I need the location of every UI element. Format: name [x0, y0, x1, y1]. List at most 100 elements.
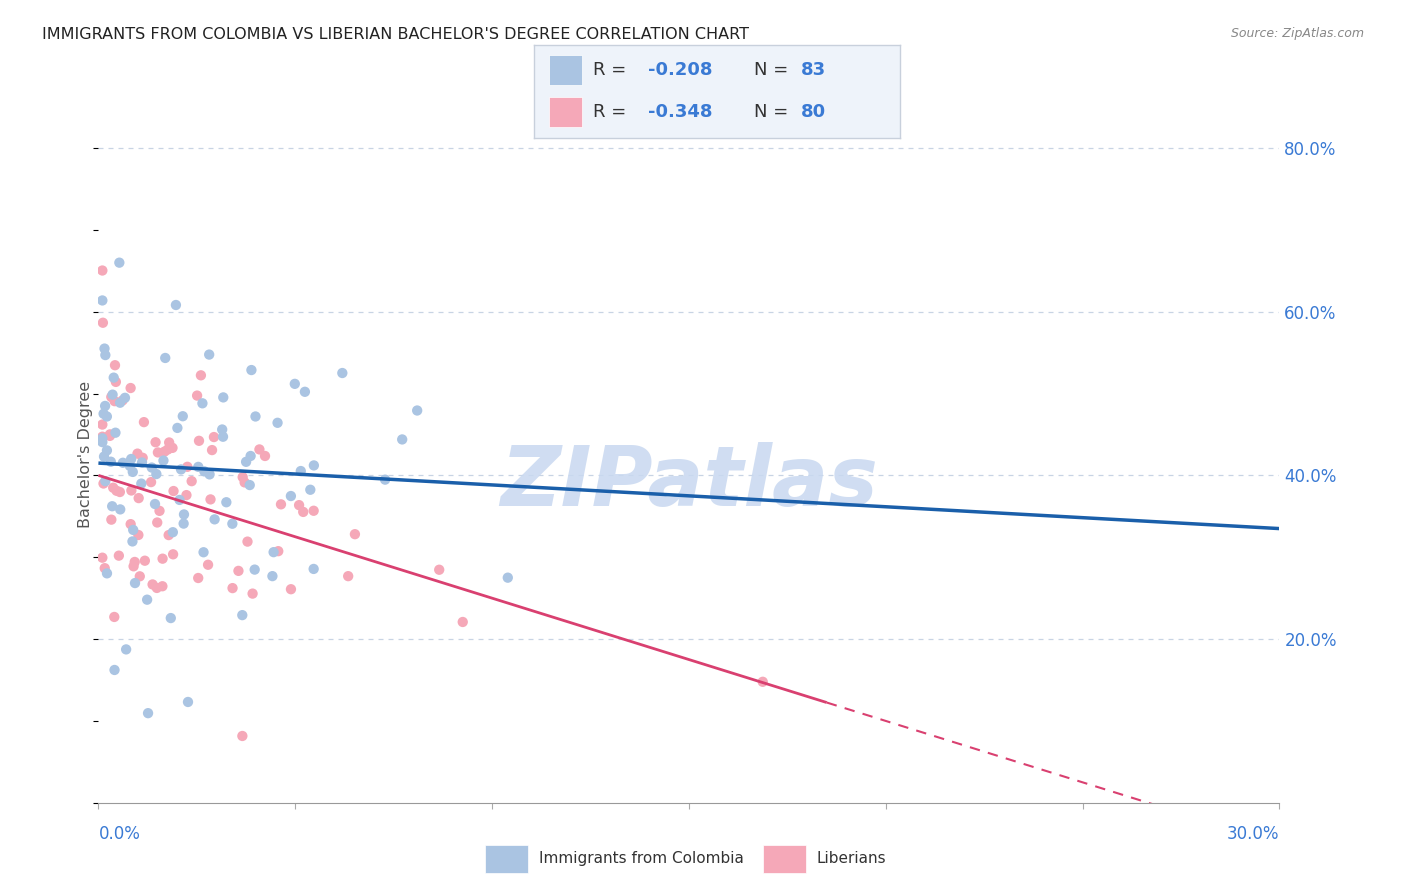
- Point: [136, 592, 159, 607]
- Point: [121, 534, 143, 549]
- Point: [343, 527, 366, 541]
- Point: [162, 525, 184, 540]
- Point: [240, 363, 263, 377]
- Point: [91, 431, 114, 445]
- Point: [176, 488, 198, 502]
- Point: [235, 455, 257, 469]
- Point: [228, 564, 250, 578]
- Point: [231, 729, 253, 743]
- Point: [236, 534, 259, 549]
- Point: [169, 492, 191, 507]
- Bar: [548, 55, 582, 85]
- Point: [103, 481, 125, 495]
- Point: [128, 569, 150, 583]
- Point: [96, 409, 118, 424]
- Text: 0.0%: 0.0%: [98, 825, 141, 843]
- Point: [152, 551, 174, 566]
- Point: [131, 476, 153, 491]
- Point: [96, 443, 118, 458]
- Point: [101, 387, 124, 401]
- Point: [132, 415, 155, 429]
- Point: [145, 467, 167, 481]
- Point: [292, 505, 315, 519]
- Bar: [485, 845, 529, 873]
- Point: [188, 434, 211, 448]
- Point: [91, 550, 114, 565]
- Text: 30.0%: 30.0%: [1227, 825, 1279, 843]
- Point: [141, 460, 163, 475]
- Text: 80: 80: [801, 103, 827, 121]
- Point: [202, 430, 225, 444]
- Point: [111, 456, 134, 470]
- Point: [100, 455, 122, 469]
- Point: [103, 663, 125, 677]
- Point: [173, 516, 195, 531]
- Point: [122, 523, 145, 537]
- Point: [91, 430, 114, 444]
- Point: [120, 483, 142, 498]
- Point: [496, 571, 519, 585]
- Point: [157, 528, 180, 542]
- Point: [108, 485, 131, 500]
- Text: -0.348: -0.348: [648, 103, 711, 121]
- Point: [190, 368, 212, 383]
- Point: [118, 458, 141, 473]
- Point: [288, 498, 311, 512]
- Point: [131, 450, 153, 465]
- Point: [302, 504, 325, 518]
- Point: [100, 390, 122, 404]
- Point: [176, 459, 198, 474]
- Point: [280, 582, 302, 597]
- Point: [131, 455, 153, 469]
- Point: [198, 467, 221, 482]
- Text: IMMIGRANTS FROM COLOMBIA VS LIBERIAN BACHELOR'S DEGREE CORRELATION CHART: IMMIGRANTS FROM COLOMBIA VS LIBERIAN BAC…: [42, 27, 749, 42]
- Point: [193, 464, 215, 478]
- Bar: [763, 845, 806, 873]
- Point: [239, 449, 262, 463]
- Point: [374, 473, 396, 487]
- Point: [120, 452, 142, 467]
- Point: [105, 483, 128, 498]
- Point: [104, 425, 127, 440]
- Point: [98, 427, 121, 442]
- Point: [157, 435, 180, 450]
- Point: [156, 442, 179, 457]
- Point: [148, 504, 170, 518]
- Point: [94, 474, 117, 488]
- Point: [197, 558, 219, 572]
- Point: [155, 351, 177, 365]
- Point: [93, 342, 115, 356]
- Point: [143, 497, 166, 511]
- Text: R =: R =: [593, 103, 631, 121]
- Text: Source: ZipAtlas.com: Source: ZipAtlas.com: [1230, 27, 1364, 40]
- Point: [215, 495, 238, 509]
- Point: [104, 358, 127, 372]
- Point: [302, 562, 325, 576]
- Point: [104, 375, 127, 389]
- Point: [108, 395, 131, 409]
- Point: [162, 547, 184, 561]
- Point: [93, 476, 115, 491]
- Point: [221, 516, 243, 531]
- Point: [262, 569, 284, 583]
- Point: [98, 428, 121, 442]
- Point: [245, 409, 267, 424]
- Point: [93, 407, 115, 421]
- Point: [166, 421, 188, 435]
- Point: [121, 465, 143, 479]
- Point: [243, 563, 266, 577]
- Point: [146, 445, 169, 459]
- Point: [139, 475, 162, 489]
- Point: [94, 348, 117, 362]
- Point: [94, 399, 117, 413]
- Point: [177, 695, 200, 709]
- Point: [122, 559, 145, 574]
- Text: N =: N =: [754, 103, 793, 121]
- Point: [337, 569, 360, 583]
- Text: Immigrants from Colombia: Immigrants from Colombia: [538, 851, 744, 866]
- Text: Liberians: Liberians: [817, 851, 886, 866]
- Point: [200, 492, 222, 507]
- Point: [159, 611, 181, 625]
- Point: [146, 581, 169, 595]
- Point: [263, 545, 285, 559]
